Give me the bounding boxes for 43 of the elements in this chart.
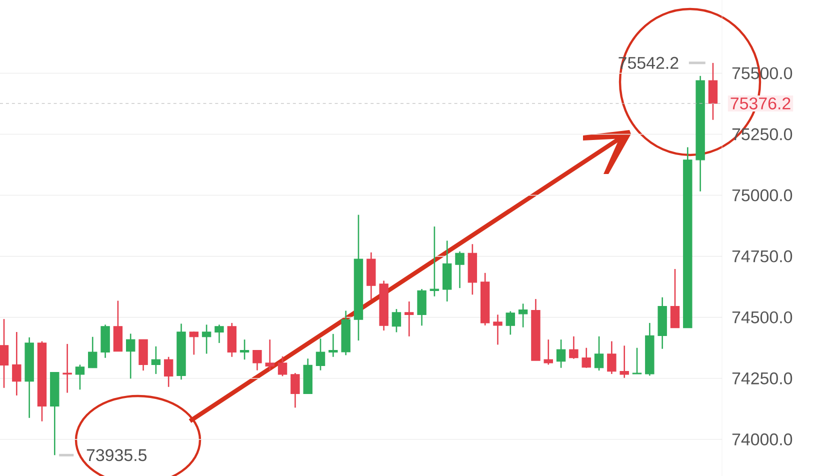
candlestick (0, 318, 9, 389)
candlestick (518, 303, 528, 328)
candlestick (12, 331, 22, 396)
candlestick (404, 300, 414, 338)
candlestick (189, 330, 199, 356)
candlestick (214, 324, 224, 344)
candlestick (632, 347, 642, 375)
y-tick-label: 74250.0 (732, 372, 792, 384)
annotation: 73935.5 (86, 449, 147, 462)
candlestick (202, 324, 212, 354)
candlestick (278, 356, 288, 377)
candlestick (88, 336, 98, 369)
candlestick (240, 338, 250, 360)
ref-line-label: 75376.2 (730, 97, 790, 110)
candlestick (582, 347, 591, 369)
candlestick (670, 268, 680, 328)
candlestick (607, 340, 616, 375)
candlestick (316, 338, 326, 371)
candlestick (544, 338, 553, 366)
candlestick (455, 250, 464, 289)
candlestick (594, 336, 604, 372)
candlestick (556, 338, 566, 369)
y-tick-label: 74000.0 (732, 433, 792, 446)
candlestick (62, 343, 72, 394)
candlestick (417, 288, 426, 326)
y-tick-label: 74750.0 (732, 250, 792, 262)
candlestick (493, 314, 502, 346)
candlestick (569, 336, 578, 360)
candlestick (392, 308, 402, 333)
candlestick (290, 372, 300, 408)
y-tick-label: 74500.0 (732, 311, 792, 324)
candlestick (164, 356, 174, 388)
candlestick (430, 226, 440, 297)
candlestick (506, 310, 516, 336)
y-tick-label: 75000.0 (732, 189, 792, 202)
candlestick (708, 62, 718, 121)
candlestick (252, 350, 262, 371)
candlestick (151, 346, 161, 375)
candlestick (126, 333, 136, 380)
candlestick (265, 338, 274, 371)
candlestick (75, 364, 85, 390)
candlestick (620, 345, 629, 379)
candlestick (328, 333, 338, 358)
